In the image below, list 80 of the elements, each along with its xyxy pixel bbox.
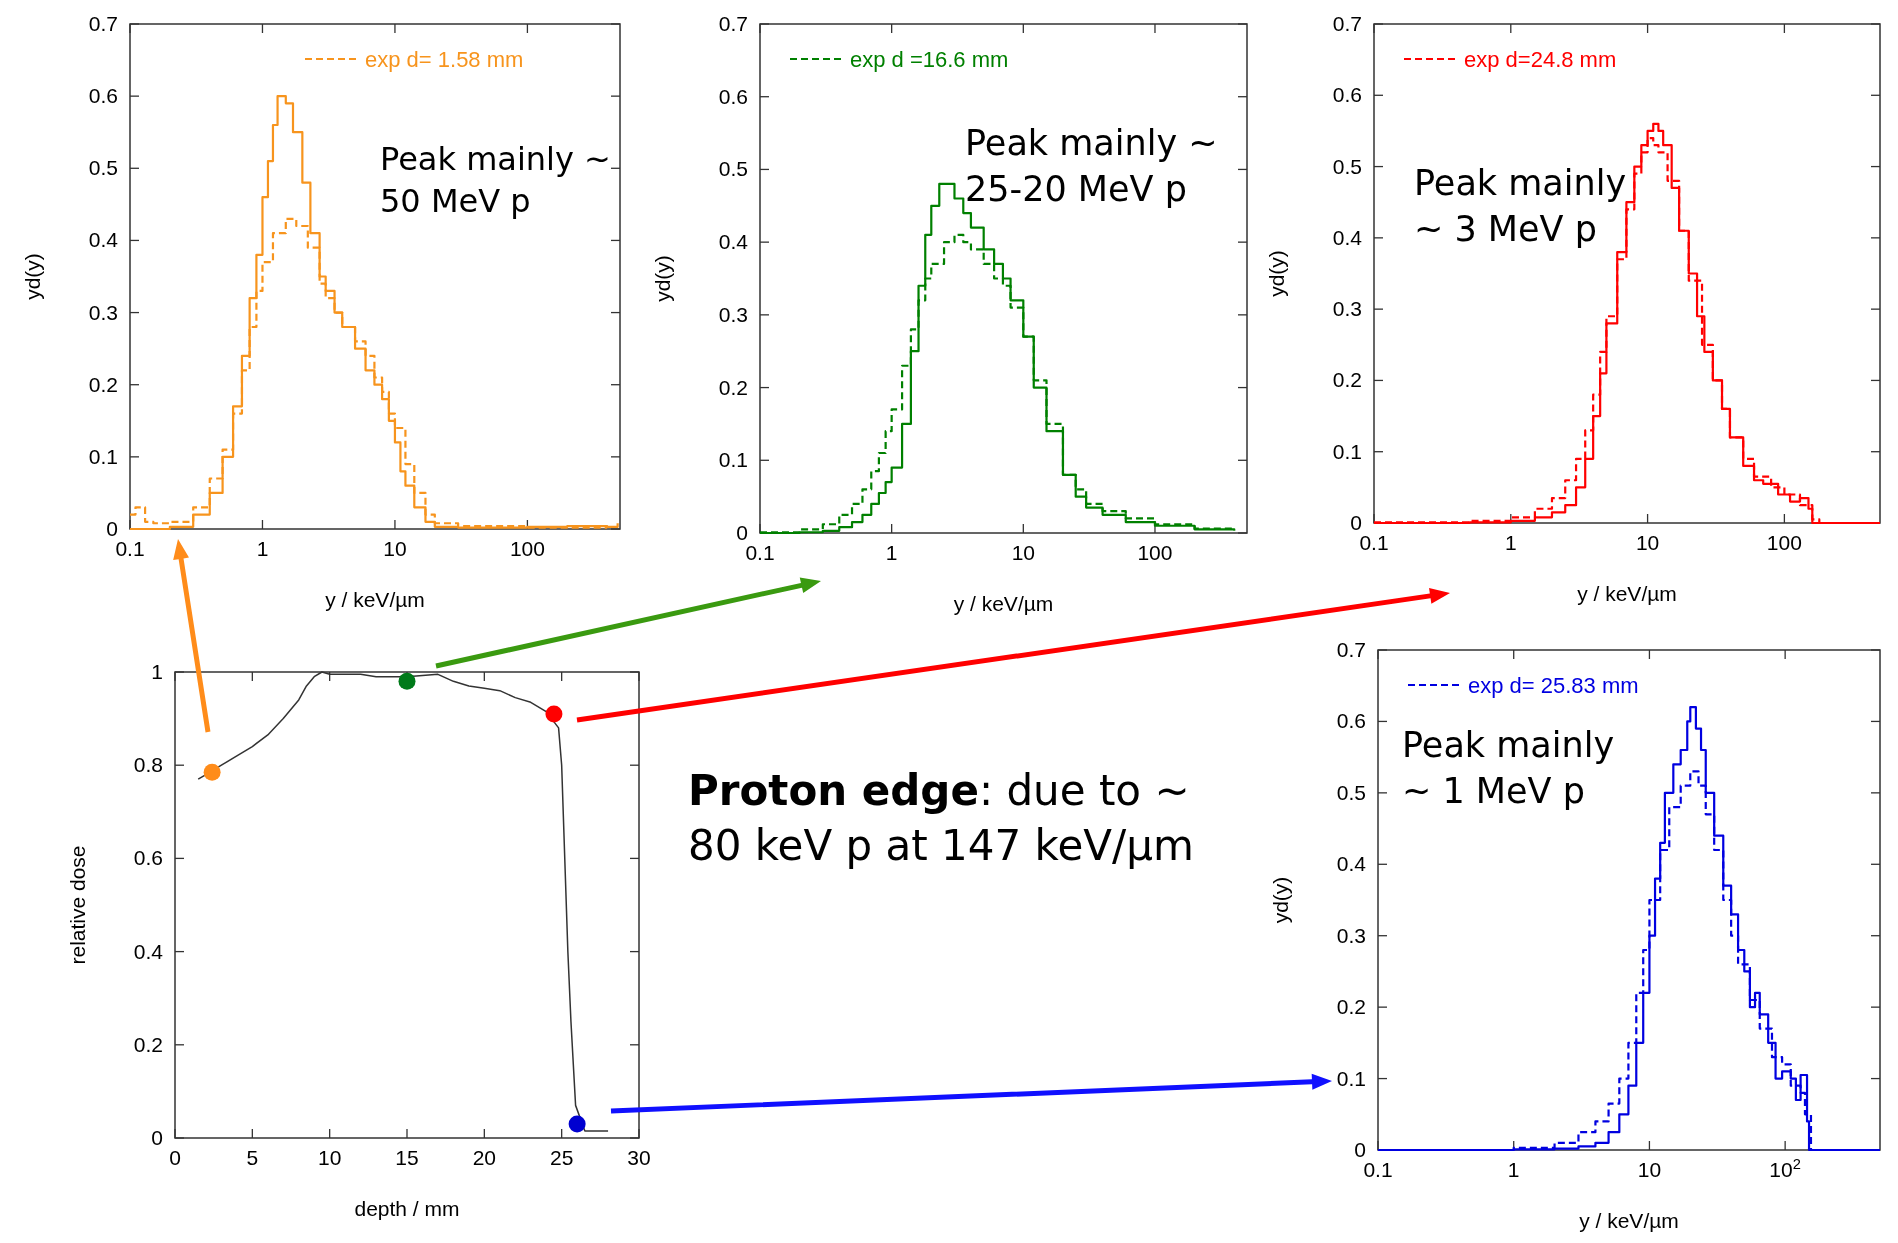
y-tick-label: 0.8 [133,753,163,777]
y-tick-label: 0.5 [1332,154,1362,178]
y-tick-label: 0.2 [718,375,748,399]
x-axis-title: y / keV/µm [1577,582,1677,605]
y-tick-label: 0.3 [88,300,118,324]
y-tick-label: 0.5 [88,156,118,180]
x-axis-title: y / keV/µm [953,592,1054,615]
x-tick-label: 10 [383,537,407,560]
annotation: Peak mainly ~ 3 MeV p [1414,163,1627,249]
x-tick-label: 5 [246,1146,259,1169]
x-axis-title: y / keV/µm [325,588,425,611]
text: Proton edge: due to ~ 80 keV p at 147 keV/µm [688,766,1194,870]
y-tick-label: 0.6 [88,84,118,108]
y-tick-label: 0.2 [1332,368,1362,392]
x-tick-label: 1 [1504,531,1517,554]
x-tick-label: 10 [1635,531,1660,554]
y-tick-label: 0.6 [718,84,748,108]
y-tick-label: 0.4 [1332,225,1363,249]
y-tick-label: 0.3 [1332,297,1362,321]
annotation: Peak mainly ~ 1 MeV p [1402,725,1615,811]
x-tick-label: 0 [169,1146,181,1169]
y-axis-title: yd(y) [1265,250,1288,297]
y-tick-label: 0.7 [1332,12,1362,35]
x-axis-title: depth / mm [354,1197,460,1220]
y-tick-label: 0.2 [88,372,118,396]
x-axis-title: y / keV/µm [1579,1209,1679,1232]
x-tick-label: 100 [1137,541,1173,564]
annotation: Peak mainly ~ 25-20 MeV p [965,123,1218,209]
legend-label: exp d= 25.83 mm [1468,673,1639,698]
annotation: Peak mainly ~ 50 MeV p [380,140,611,220]
y-tick-label: 0.1 [88,444,118,468]
y-tick-label: 0.3 [718,302,748,326]
y-tick-label: 0.7 [718,12,748,35]
y-tick-label: 0.2 [1336,995,1366,1019]
y-tick-label: 0 [1350,511,1362,534]
x-tick-label: 0.1 [745,541,775,564]
point [545,705,563,723]
x-tick-label: 15 [395,1146,419,1169]
y-tick-label: 0.4 [1336,852,1367,876]
x-tick-label: 20 [472,1146,497,1169]
legend-label: exp d= 1.58 mm [365,47,524,72]
y-tick-label: 0.7 [1336,638,1366,661]
y-tick-label: 0 [151,1126,163,1149]
y-tick-label: 0.4 [718,230,749,254]
y-tick-label: 0.3 [1336,923,1366,947]
y-tick-label: 0.1 [1336,1066,1366,1090]
point [568,1115,586,1133]
y-axis-title: relative dose [66,845,89,965]
x-tick-label: 10 [317,1146,342,1169]
y-tick-label: 0.1 [718,448,748,472]
legend-label: exp d=24.8 mm [1464,47,1617,72]
y-axis-title: yd(y) [21,253,44,300]
y-tick-label: 0.7 [88,12,118,35]
x-tick-label: 100 [1766,531,1802,554]
y-tick-label: 0.6 [133,846,163,870]
y-tick-label: 0.4 [133,939,164,963]
x-tick-label: 10 [1637,1158,1662,1181]
x-tick-label: 10 [1011,541,1035,564]
y-tick-label: 0.1 [1332,439,1362,463]
y-tick-label: 0 [106,517,118,540]
y-tick-label: 0.2 [133,1032,163,1056]
y-tick-label: 0.6 [1336,709,1366,733]
x-tick-label: 25 [549,1146,574,1169]
point [203,763,221,781]
x-tick-label: 100 [509,537,545,560]
y-tick-label: 0.5 [718,157,748,181]
y-tick-label: 1 [151,660,163,683]
x-tick-label: 1 [1507,1158,1520,1181]
y-tick-label: 0.4 [88,228,119,252]
x-tick-label: 30 [627,1146,651,1169]
y-tick-label: 0.6 [1332,83,1362,107]
x-tick-label: 1 [256,537,269,560]
y-axis-title: yd(y) [651,255,674,302]
x-tick-label: 10$^{2}$ [1769,1156,1801,1181]
y-axis-title: yd(y) [1269,876,1292,924]
y-tick-label: 0.5 [1336,780,1366,804]
x-tick-label: 1 [885,541,898,564]
legend-label: exp d =16.6 mm [850,47,1009,72]
x-tick-label: 0.1 [115,537,145,560]
point [398,672,416,690]
